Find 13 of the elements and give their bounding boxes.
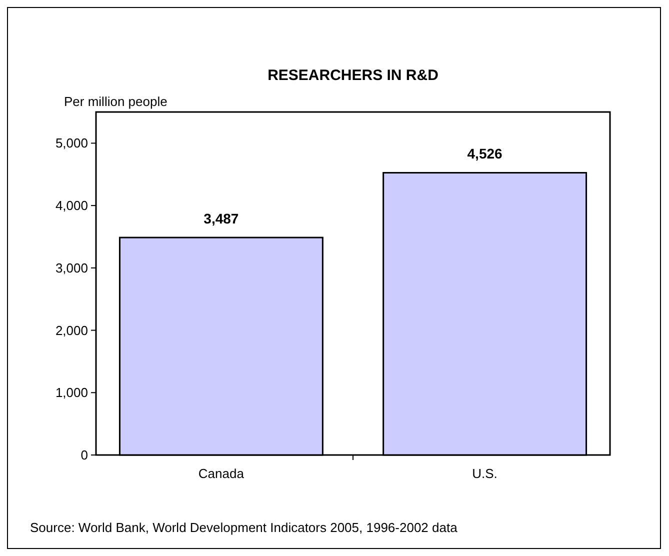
y-tick-label: 5,000	[55, 136, 88, 151]
y-tick-label: 1,000	[55, 385, 88, 400]
x-tick-label: U.S.	[472, 466, 498, 481]
data-label: 4,526	[467, 146, 503, 162]
x-tick-label: Canada	[198, 466, 245, 481]
chart-title: RESEARCHERS IN R&D	[268, 67, 439, 84]
y-axis-title: Per million people	[64, 94, 168, 109]
y-tick-label: 3,000	[55, 260, 88, 276]
y-tick-label: 2,000	[55, 322, 88, 338]
source-note: Source: World Bank, World Development Indicators 2005, 1996-2002 data	[30, 520, 458, 535]
data-label: 3,487	[204, 210, 239, 227]
y-tick-label: 4,000	[55, 198, 88, 214]
y-tick-label: 0	[80, 448, 88, 463]
